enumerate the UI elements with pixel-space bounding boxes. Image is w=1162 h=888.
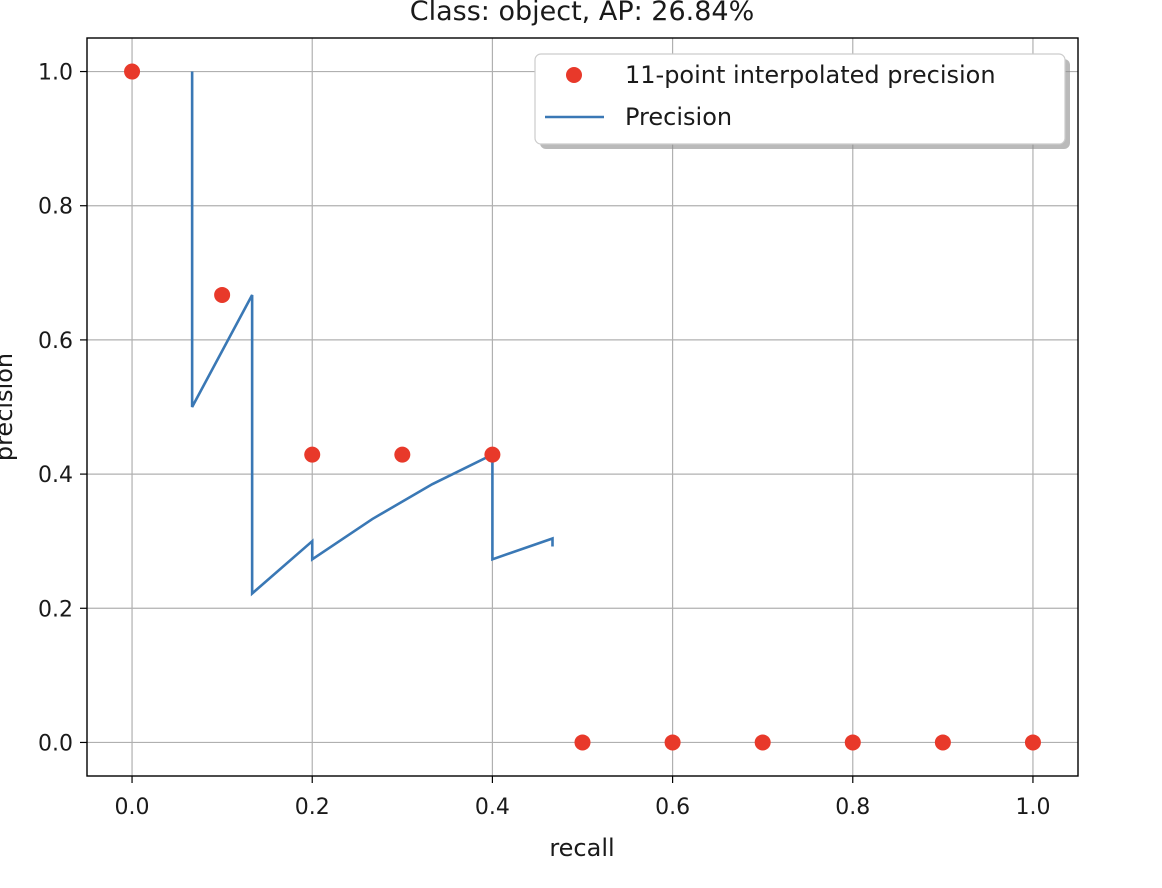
y-axis-label: precision	[0, 353, 18, 461]
x-tick-label: 0.8	[835, 795, 870, 820]
x-tick-label: 0.0	[115, 795, 150, 820]
interpolated-precision-point	[394, 446, 411, 463]
legend-label-interpolated: 11-point interpolated precision	[625, 61, 996, 89]
axis-ticks: 0.0 0.2 0.4 0.6 0.8 1.0 0.0 0.2 0.4 0.6 0.8 1.0	[38, 61, 1050, 820]
plot-frame	[86, 37, 1079, 777]
interpolated-precision-point	[1024, 734, 1041, 751]
legend-box	[534, 53, 1066, 145]
legend-label-precision: Precision	[625, 103, 732, 131]
y-tick-label: 0.6	[38, 329, 73, 354]
x-axis-label: recall	[549, 834, 614, 862]
y-tick-label: 0.8	[38, 195, 73, 220]
interpolated-precision-point	[484, 446, 501, 463]
y-tick-label: 0.4	[38, 463, 73, 488]
interpolated-precision-point	[754, 734, 771, 751]
chart-title: Class: object, AP: 26.84%	[410, 0, 754, 27]
y-tick-label: 0.0	[38, 731, 73, 756]
legend-marker-interpolated	[566, 67, 582, 83]
interpolated-precision-point	[124, 63, 141, 80]
y-tick-label: 0.2	[38, 597, 73, 622]
x-tick-label: 0.6	[655, 795, 690, 820]
interpolated-precision-point	[664, 734, 681, 751]
precision-line	[190, 71, 554, 597]
x-tick-label: 0.4	[475, 795, 510, 820]
legend: 11-point interpolated precision Precisio…	[534, 53, 1070, 149]
interpolated-precision-point	[934, 734, 951, 751]
interpolated-precision-point	[574, 734, 591, 751]
interpolated-precision-point	[304, 446, 321, 463]
interpolated-precision-point	[844, 734, 861, 751]
plot-series	[124, 63, 1041, 751]
x-tick-label: 0.2	[295, 795, 330, 820]
interpolated-precision-point	[214, 286, 231, 303]
y-tick-label: 1.0	[38, 61, 73, 86]
grid-lines	[87, 38, 1078, 776]
x-tick-label: 1.0	[1015, 795, 1050, 820]
